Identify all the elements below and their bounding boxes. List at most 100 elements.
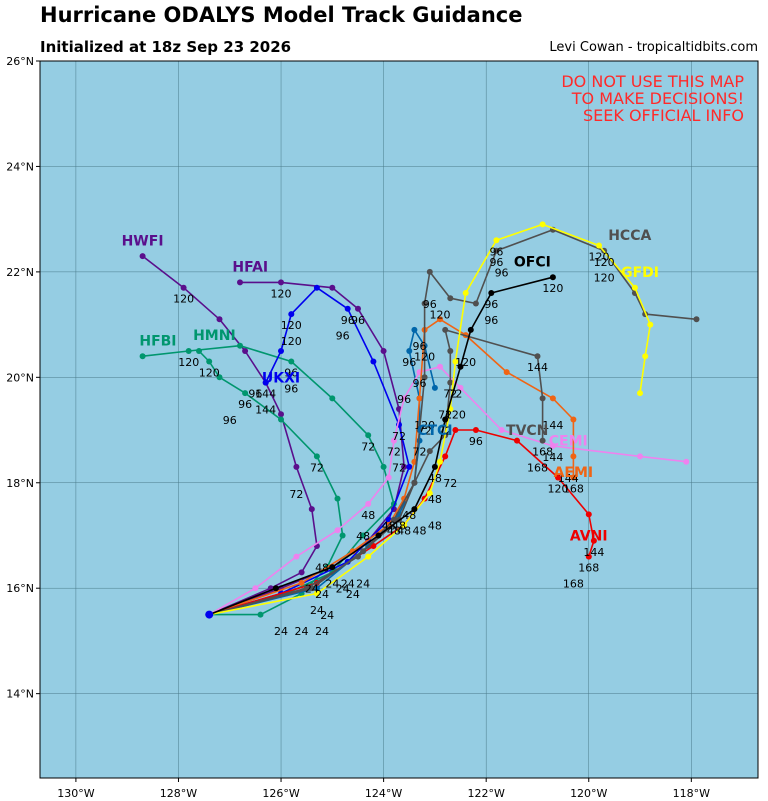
track-point-hfai <box>329 284 336 291</box>
track-point-cemi <box>437 363 443 370</box>
model-label-hfai: HFAI <box>232 260 268 276</box>
track-cemi <box>208 363 690 616</box>
hour-label: 168 <box>563 577 584 590</box>
track-point-ukxi <box>288 311 295 318</box>
warning-line-1: DO NOT USE THIS MAP <box>561 72 744 91</box>
track-point-hmni <box>196 348 202 354</box>
model-label-ukxi: UKXI <box>262 370 300 386</box>
x-tick-label: 120°W <box>570 787 607 800</box>
track-point-aemi <box>416 395 423 402</box>
hour-label: 144 <box>542 419 563 432</box>
model-label-gfdi: GFDI <box>621 265 659 281</box>
track-point-hwfi <box>293 463 300 470</box>
hour-label: 96 <box>284 382 298 395</box>
hour-label: 120 <box>414 419 435 432</box>
hour-label: 96 <box>248 388 262 401</box>
hour-label: 24 <box>315 625 329 638</box>
track-point-ukxi <box>344 305 351 312</box>
track-point-hfbi <box>360 532 367 539</box>
hour-label: 72 <box>361 440 375 453</box>
warning-line-2: TO MAKE DECISIONS! <box>571 89 744 108</box>
track-point-ofci <box>549 274 556 281</box>
model-tracks <box>139 221 700 619</box>
track-point-cemi <box>385 474 392 481</box>
track-point-aemi <box>549 395 556 402</box>
track-point-ctci <box>406 348 413 354</box>
track-point-gfdi <box>647 321 654 328</box>
hour-label: 72 <box>443 388 457 401</box>
hour-label: 144 <box>558 472 579 485</box>
hour-label: 96 <box>469 435 483 448</box>
x-tick-label: 118°W <box>673 787 710 800</box>
hour-label: 96 <box>489 245 503 258</box>
hour-label: 96 <box>284 367 298 380</box>
track-point-ukxi <box>313 284 320 291</box>
track-point-hcca <box>493 247 500 254</box>
hour-label: 120 <box>594 256 615 269</box>
track-point-hcca <box>360 548 367 555</box>
model-label-ctci: CTCI <box>417 423 452 439</box>
x-tick-label: 126°W <box>262 787 299 800</box>
chart-subtitle: Initialized at 18z Sep 23 2026 <box>40 38 292 56</box>
track-point-hmni <box>257 611 264 618</box>
track-point-gfdi <box>631 284 638 291</box>
track-point-hcca <box>411 479 418 486</box>
track-line-hmni <box>198 350 344 616</box>
track-point-avni <box>452 427 459 433</box>
track-point-hmni <box>313 453 320 460</box>
track-point-aemi <box>570 474 577 481</box>
track-point-gfdi <box>313 590 320 597</box>
track-point-cemi <box>365 500 372 507</box>
track-point-tvcn <box>447 348 454 354</box>
hour-label: 96 <box>402 356 416 369</box>
hour-label: 24 <box>274 625 288 638</box>
track-point-avni <box>442 453 449 460</box>
track-point-gfdi <box>642 353 649 360</box>
track-point-gfdi <box>596 242 602 249</box>
track-point-cemi <box>498 427 505 433</box>
track-point-hfai <box>237 279 243 286</box>
hour-label: 24 <box>336 583 350 596</box>
warning-text: DO NOT USE THIS MAP TO MAKE DECISIONS! S… <box>561 72 744 125</box>
hour-label: 120 <box>589 251 610 264</box>
hour-label: 120 <box>271 287 292 300</box>
hour-label: 72 <box>392 430 406 443</box>
track-point-avni <box>585 553 592 560</box>
hour-label: 120 <box>547 482 568 495</box>
track-point-ctci <box>313 585 320 592</box>
track-point-cemi <box>390 437 397 444</box>
hour-label: 96 <box>238 398 252 411</box>
track-line-hwfi <box>142 255 318 616</box>
track-line-hfbi <box>142 344 395 616</box>
track-point-ofci <box>431 463 438 470</box>
track-point-hcca <box>426 268 433 275</box>
track-point-hmni <box>206 358 213 365</box>
storm-origin-point <box>205 610 214 619</box>
hour-label: 120 <box>173 293 194 306</box>
track-point-ofci <box>375 532 382 539</box>
axis-ticks: 130°W 128°W 126°W 124°W 122°W 120°W 118°W 14°N 1… <box>6 55 710 800</box>
track-point-ctci <box>431 384 438 391</box>
track-line-gfdi <box>209 223 652 616</box>
track-point-avni <box>514 437 520 444</box>
track-point-hcca <box>693 316 700 323</box>
model-label-hfbi: HFBI <box>139 333 176 349</box>
track-point-cemi <box>293 553 300 560</box>
track-point-aemi <box>570 416 577 423</box>
model-label-hmni: HMNI <box>193 328 236 344</box>
track-point-aemi <box>570 453 577 460</box>
model-labels: HWFI HFAI HMNI HFBI UKXI CTCI CEMI AEMI AVNI TVCN… <box>122 228 659 545</box>
model-label-ofci: OFCI <box>514 254 551 270</box>
track-point-gfdi <box>493 237 500 244</box>
track-point-hfai <box>355 305 361 312</box>
track-point-cemi <box>683 458 690 465</box>
hour-label: 72 <box>438 425 452 438</box>
hour-label: 168 <box>563 482 584 495</box>
credit-label: Levi Cowan - tropicaltidbits.com <box>549 40 758 55</box>
hour-label: 96 <box>423 298 437 311</box>
track-point-cemi <box>549 442 556 449</box>
track-ukxi <box>208 284 413 616</box>
track-point-aemi <box>298 579 305 586</box>
hour-label: 96 <box>495 266 509 279</box>
track-point-hcca <box>447 295 454 302</box>
